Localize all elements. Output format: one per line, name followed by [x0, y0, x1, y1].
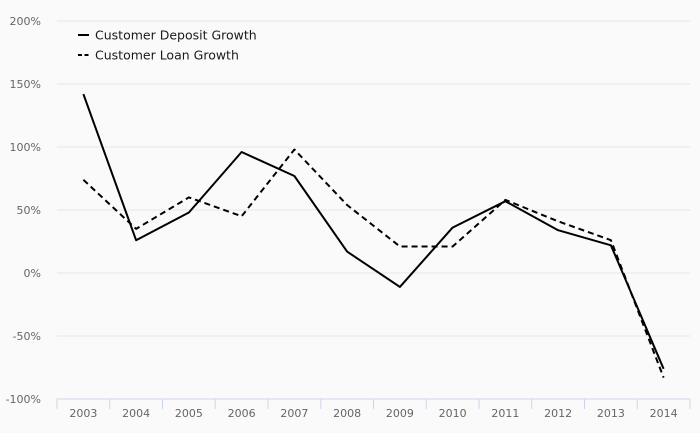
x-tick-label: 2011 [491, 407, 519, 420]
legend-label: Customer Deposit Growth [95, 28, 257, 43]
x-tick-label: 2004 [122, 407, 150, 420]
x-tick-label: 2003 [69, 407, 97, 420]
series-lines [82, 93, 665, 378]
y-tick-label: 50% [17, 204, 41, 217]
x-tick-label: 2010 [439, 407, 467, 420]
x-tick-label: 2005 [175, 407, 203, 420]
legend-label: Customer Loan Growth [95, 48, 239, 63]
y-tick-label: 150% [10, 78, 41, 91]
gridlines [57, 20, 690, 337]
x-axis: 2003 2004 2005 2006 2007 2008 2009 2010 2011 2012… [56, 398, 691, 420]
y-tick-label: 0% [24, 267, 41, 280]
x-tick-label: 2008 [333, 407, 361, 420]
y-tick-label: -50% [13, 330, 41, 343]
series-line-customer-loan-growth [82, 148, 665, 378]
legend: Customer Deposit Growth Customer Loan Gro… [78, 28, 257, 63]
x-tick-label: 2012 [544, 407, 572, 420]
series-line-customer-deposit-growth [82, 93, 665, 370]
y-tick-label: 200% [10, 15, 41, 28]
y-tick-label: -100% [6, 393, 41, 406]
y-tick-label: 100% [10, 141, 41, 154]
x-tick-label: 2007 [280, 407, 308, 420]
x-tick-label: 2014 [650, 407, 678, 420]
x-tick-label: 2013 [597, 407, 625, 420]
x-tick-label: 2009 [386, 407, 414, 420]
x-tick-label: 2006 [228, 407, 256, 420]
y-tick-labels: 200% 150% 100% 50% 0% -50% -100% [6, 15, 41, 406]
